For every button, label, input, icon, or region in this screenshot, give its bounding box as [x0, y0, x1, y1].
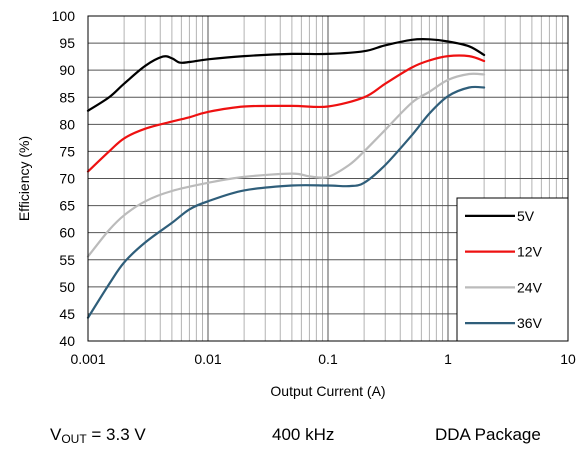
series-lines — [86, 37, 486, 319]
y-tick-label: 85 — [59, 89, 75, 105]
series-line-36v — [86, 85, 486, 319]
condition-output-voltage: VOUT = 3.3 V — [50, 425, 146, 446]
series-line-5v — [86, 37, 486, 112]
y-axis-title: Efficiency (%) — [16, 136, 32, 221]
efficiency-chart: 40 45 50 55 60 65 70 75 80 85 90 95 100 0.001 0.01 0.1… — [16, 8, 576, 399]
y-tick-label: 80 — [59, 116, 75, 132]
y-tick-label: 65 — [59, 198, 75, 214]
y-tick-label: 60 — [59, 225, 75, 241]
legend-label: 12V — [517, 244, 543, 260]
vout-value: = 3.3 V — [86, 425, 146, 444]
condition-package: DDA Package — [435, 425, 541, 444]
series-line-12v — [86, 54, 486, 173]
legend-label: 5V — [517, 208, 535, 224]
y-tick-label: 70 — [59, 171, 75, 187]
vout-subscript: OUT — [61, 432, 87, 446]
legend: 5V 12V 24V 36V — [456, 197, 569, 342]
x-tick-label: 0.01 — [194, 351, 221, 367]
legend-label: 36V — [517, 315, 543, 331]
legend-box — [456, 197, 569, 342]
y-tick-label: 50 — [59, 279, 75, 295]
x-axis-title: Output Current (A) — [270, 383, 385, 399]
y-tick-label: 100 — [52, 8, 76, 24]
series-line-24v — [86, 72, 486, 258]
y-tick-label: 40 — [59, 333, 75, 349]
x-tick-label: 10 — [560, 351, 576, 367]
plot-frame — [87, 15, 569, 342]
x-tick-labels: 0.001 0.01 0.1 1 10 — [70, 351, 576, 367]
y-tick-label: 95 — [59, 35, 75, 51]
legend-label: 24V — [517, 279, 543, 295]
x-tick-label: 0.001 — [70, 351, 105, 367]
y-tick-label: 55 — [59, 252, 75, 268]
y-tick-labels: 40 45 50 55 60 65 70 75 80 85 90 95 100 — [52, 8, 76, 349]
condition-frequency: 400 kHz — [272, 425, 335, 444]
y-tick-label: 90 — [59, 62, 75, 78]
y-tick-label: 45 — [59, 306, 75, 322]
vout-symbol: V — [50, 425, 62, 444]
x-tick-label: 1 — [444, 351, 452, 367]
x-tick-label: 0.1 — [318, 351, 338, 367]
y-tick-label: 75 — [59, 143, 75, 159]
